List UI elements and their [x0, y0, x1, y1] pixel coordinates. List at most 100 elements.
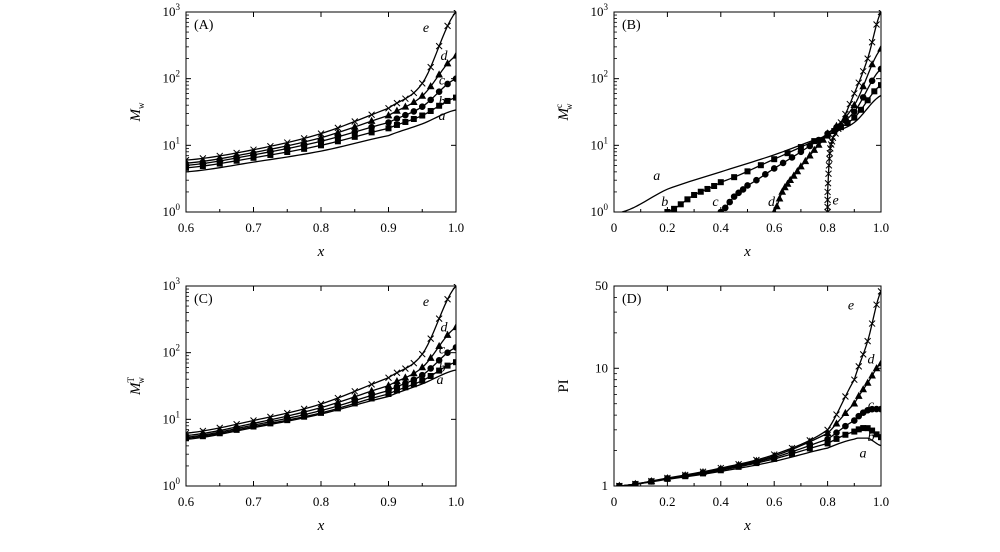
x-tick-label: 1.0	[448, 220, 464, 235]
data-point	[770, 451, 778, 458]
data-point	[232, 151, 241, 159]
curve-label-a: a	[437, 373, 444, 388]
data-point	[770, 165, 778, 172]
data-point	[824, 179, 832, 187]
plot-frame	[613, 285, 882, 487]
data-point	[435, 88, 443, 95]
data-point	[418, 371, 426, 379]
data-point	[444, 295, 451, 303]
data-point	[877, 44, 881, 52]
data-point	[418, 363, 427, 371]
data-point	[859, 94, 867, 101]
data-point	[664, 209, 671, 212]
data-point	[384, 111, 393, 119]
data-point	[199, 155, 207, 162]
data-point	[671, 205, 678, 212]
data-point	[418, 103, 426, 110]
curve-label-a: a	[860, 447, 867, 462]
data-point	[773, 202, 781, 210]
data-point	[863, 378, 872, 386]
data-point	[452, 75, 456, 82]
data-point	[824, 208, 831, 212]
data-point	[385, 119, 392, 126]
data-point	[199, 427, 207, 435]
data-point	[721, 204, 729, 212]
data-point	[435, 341, 443, 350]
curve-label-a: a	[653, 169, 660, 184]
data-point	[453, 94, 456, 101]
data-point	[317, 130, 325, 137]
data-point	[267, 142, 274, 150]
data-point	[842, 110, 849, 118]
y-tick-label: 103	[163, 276, 181, 293]
data-point	[350, 392, 359, 400]
data-point	[825, 162, 833, 169]
data-point	[871, 88, 878, 95]
x-tick-label: 0.6	[178, 494, 195, 509]
data-point	[877, 10, 881, 16]
x-tick-label: 1.0	[873, 220, 889, 235]
x-tick-label: 0	[611, 220, 618, 235]
x-tick-label: 0.4	[713, 220, 730, 235]
y-tick-label: 101	[163, 409, 181, 426]
y-tick-label: 101	[591, 135, 609, 152]
data-point	[850, 100, 859, 108]
data-point	[317, 133, 325, 141]
y-tick-label: 10	[595, 360, 608, 375]
data-point	[775, 194, 784, 202]
data-point	[846, 100, 854, 108]
data-point	[452, 51, 456, 59]
data-point	[699, 468, 707, 476]
data-point	[850, 376, 858, 384]
x-tick-label: 0.9	[380, 494, 396, 509]
data-point	[266, 144, 275, 153]
data-point	[801, 156, 810, 165]
data-point	[384, 381, 393, 389]
data-point	[435, 70, 443, 78]
data-point	[419, 377, 426, 384]
data-point	[385, 387, 392, 394]
data-point	[402, 95, 409, 103]
data-point	[717, 208, 725, 212]
data-point	[334, 394, 342, 402]
data-point	[443, 59, 452, 67]
data-point	[368, 123, 375, 131]
x-tick-label: 0	[611, 494, 618, 509]
y-tick-label: 101	[163, 135, 181, 152]
data-point	[864, 337, 872, 345]
data-point	[877, 359, 881, 367]
data-point	[444, 80, 451, 88]
data-point	[832, 419, 841, 427]
x-axis-label: x	[743, 244, 751, 260]
data-point	[186, 156, 190, 164]
data-point	[744, 168, 751, 175]
data-point	[410, 89, 418, 97]
data-point	[691, 191, 698, 198]
data-point	[444, 362, 451, 369]
data-point	[418, 350, 426, 358]
data-point	[833, 429, 840, 436]
panel-label: (C)	[194, 292, 213, 307]
data-point	[427, 107, 434, 114]
data-point	[436, 102, 443, 109]
data-point	[186, 158, 190, 166]
data-point	[186, 429, 190, 437]
data-point	[351, 387, 359, 395]
data-point	[877, 65, 881, 73]
data-point	[859, 67, 867, 75]
y-axis-label: Mcw	[554, 103, 574, 122]
data-point	[393, 376, 401, 385]
curve-label-e: e	[423, 21, 429, 36]
curve-label-c: c	[712, 195, 719, 210]
data-point	[300, 137, 308, 145]
data-point	[789, 171, 798, 179]
data-point	[426, 353, 435, 361]
data-point	[283, 141, 292, 149]
y-tick-label: 100	[163, 202, 181, 219]
data-point	[805, 151, 814, 159]
panel-label: (A)	[194, 18, 214, 33]
data-point	[401, 102, 410, 110]
data-point	[824, 203, 831, 211]
data-point	[393, 106, 401, 114]
